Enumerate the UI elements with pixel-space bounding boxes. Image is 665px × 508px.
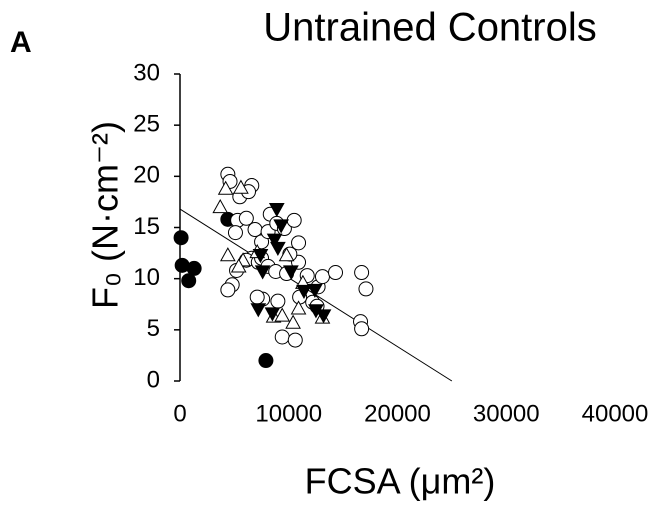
point xyxy=(258,353,274,369)
point xyxy=(250,303,267,318)
point xyxy=(254,265,271,280)
point xyxy=(296,284,312,299)
y-axis-label: F₀ (N·cm⁻²) xyxy=(85,121,126,309)
point xyxy=(220,282,236,298)
y-tick-label: 10 xyxy=(133,264,160,291)
x-tick-label: 40000 xyxy=(582,400,649,427)
x-tick-label: 20000 xyxy=(364,400,431,427)
point xyxy=(249,289,265,305)
point xyxy=(273,219,289,234)
point xyxy=(266,233,283,248)
point xyxy=(252,249,269,264)
y-tick-label: 0 xyxy=(147,366,160,393)
point xyxy=(247,222,263,238)
point xyxy=(274,307,291,322)
point xyxy=(291,235,307,251)
point xyxy=(264,307,281,322)
x-tick-label: 30000 xyxy=(473,400,540,427)
y-tick-label: 5 xyxy=(147,315,160,342)
point xyxy=(285,314,301,329)
point xyxy=(328,265,344,281)
chart-title: Untrained Controls xyxy=(263,6,597,50)
panel-label: A xyxy=(10,26,32,59)
point xyxy=(290,300,307,315)
y-tick-label: 30 xyxy=(133,59,160,86)
point xyxy=(173,230,189,246)
point xyxy=(238,210,254,226)
point xyxy=(358,281,374,297)
point xyxy=(270,293,286,309)
point xyxy=(268,202,285,218)
point xyxy=(354,321,370,337)
point xyxy=(274,329,290,345)
point xyxy=(315,309,332,324)
point xyxy=(181,273,197,289)
x-axis-label: FCSA (μm²) xyxy=(305,461,496,502)
point xyxy=(283,265,299,280)
point xyxy=(307,283,323,298)
point xyxy=(217,180,234,195)
point xyxy=(286,212,302,228)
point xyxy=(233,179,249,194)
x-tick-label: 10000 xyxy=(255,400,322,427)
point xyxy=(287,332,303,348)
point xyxy=(186,260,202,276)
x-tick-label: 0 xyxy=(173,400,186,427)
point xyxy=(278,247,295,262)
point xyxy=(220,247,236,262)
point xyxy=(354,265,370,281)
y-tick-label: 15 xyxy=(133,213,160,240)
point xyxy=(270,241,286,256)
y-tick-label: 25 xyxy=(133,111,160,138)
point xyxy=(227,225,243,241)
point xyxy=(212,199,229,214)
point xyxy=(230,258,247,273)
y-tick-label: 20 xyxy=(133,162,160,189)
point xyxy=(314,269,330,285)
